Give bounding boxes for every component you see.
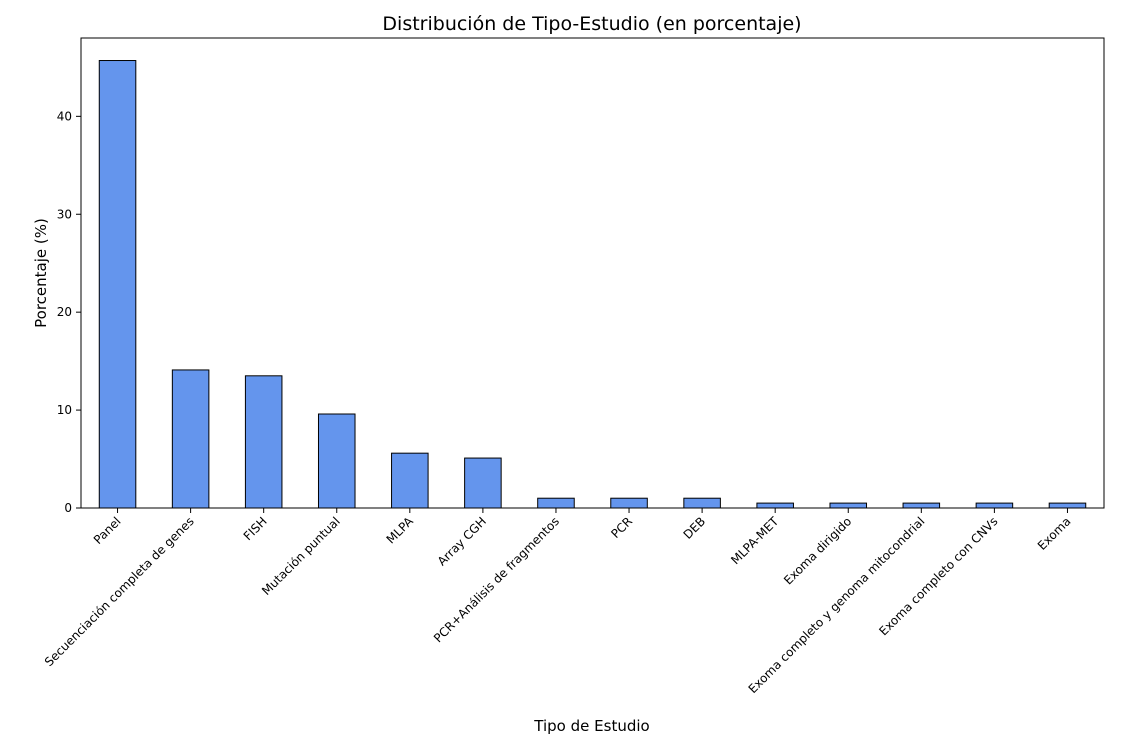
x-tick-label: Secuenciación completa de genes <box>42 514 197 669</box>
bar <box>975 502 1014 509</box>
bar <box>1048 502 1087 509</box>
x-tick-label: Exoma <box>1035 514 1074 553</box>
x-tick-label: MLPA <box>384 514 417 547</box>
y-tick-label: 40 <box>57 109 72 123</box>
x-tick-label: PCR+Análisis de fragmentos <box>431 514 562 645</box>
y-tick-label: 10 <box>57 403 72 417</box>
x-tick-label: MLPA-MET <box>728 514 782 568</box>
x-tick-label: DEB <box>681 514 709 542</box>
bar <box>537 497 575 509</box>
y-tick-label: 30 <box>57 207 72 221</box>
bar <box>902 502 941 509</box>
x-axis-label: Tipo de Estudio <box>533 717 649 735</box>
x-tick-label: Exoma dirigido <box>781 514 854 587</box>
chart-title: Distribución de Tipo-Estudio (en porcent… <box>382 13 801 35</box>
x-tick-label: Array CGH <box>435 514 489 568</box>
bar <box>171 369 210 509</box>
x-tick-label: PCR <box>608 514 635 541</box>
bar <box>391 452 429 509</box>
y-tick-label: 20 <box>57 305 72 319</box>
plot-frame <box>80 37 1105 509</box>
bar <box>317 413 356 509</box>
y-axis-label: Porcentaje (%) <box>32 218 50 328</box>
x-tick-label: Mutación puntual <box>259 514 343 598</box>
bar <box>98 60 137 509</box>
bar <box>756 502 794 509</box>
x-tick-label: Exoma completo con CNVs <box>876 514 1000 638</box>
bar <box>610 497 648 509</box>
x-tick-label: FISH <box>241 514 270 543</box>
y-tick-label: 0 <box>64 501 72 515</box>
bar <box>829 502 868 509</box>
x-tick-label: Panel <box>91 514 124 547</box>
bar <box>683 497 721 509</box>
bar <box>464 457 502 509</box>
bar <box>244 375 283 509</box>
